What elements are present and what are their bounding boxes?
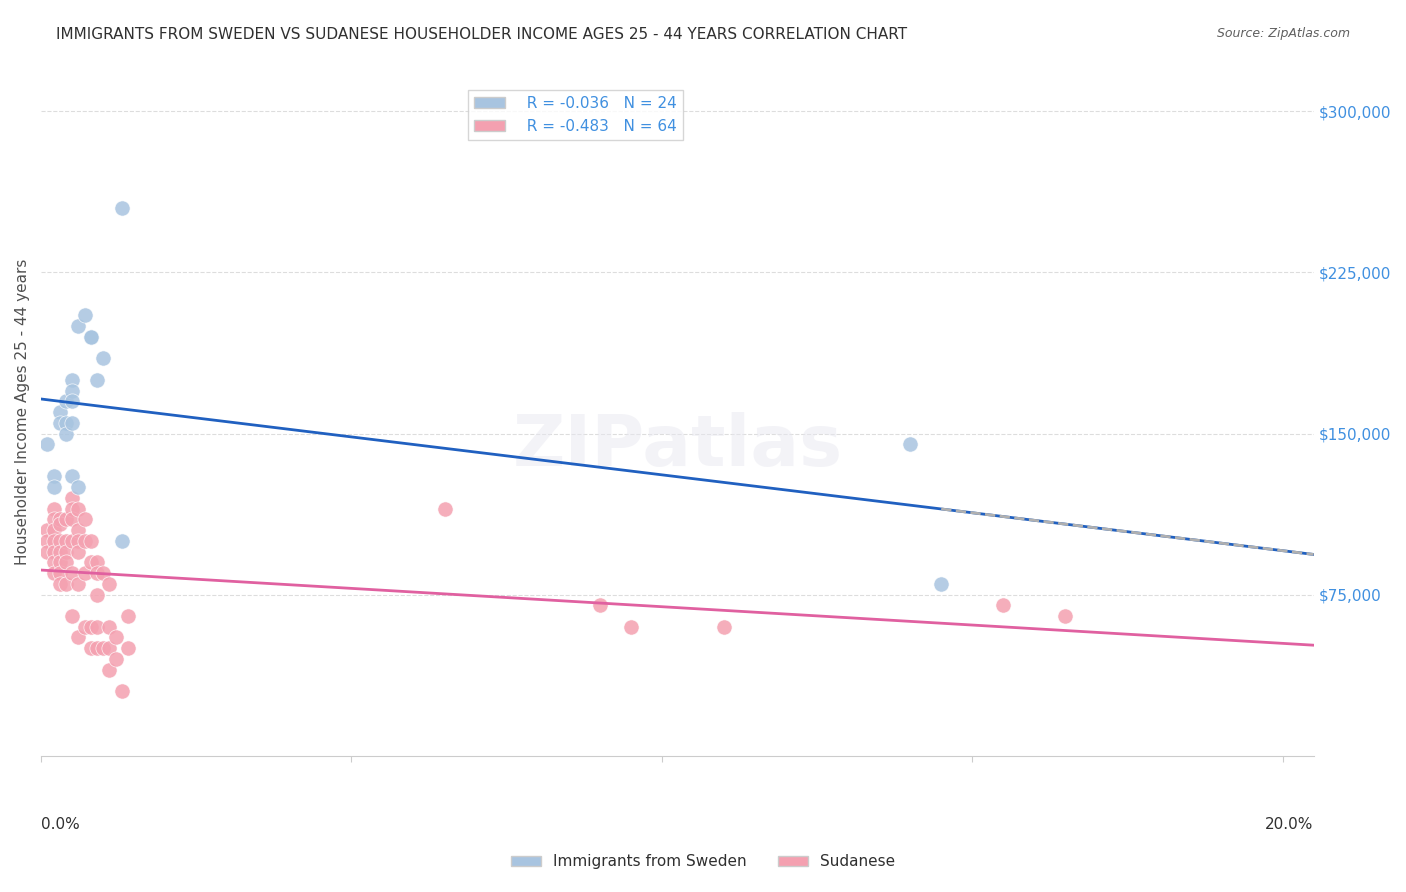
Point bbox=[98, 641, 121, 656]
Point bbox=[42, 512, 65, 526]
Point bbox=[86, 555, 108, 569]
Point bbox=[91, 351, 114, 366]
Point bbox=[73, 566, 96, 580]
Point bbox=[42, 544, 65, 558]
Point bbox=[55, 533, 77, 548]
Point bbox=[80, 533, 103, 548]
Point bbox=[60, 566, 83, 580]
Point bbox=[86, 588, 108, 602]
Point bbox=[42, 469, 65, 483]
Point bbox=[117, 609, 139, 624]
Point bbox=[42, 480, 65, 494]
Point bbox=[67, 577, 90, 591]
Point bbox=[67, 319, 90, 334]
Point bbox=[55, 577, 77, 591]
Point bbox=[48, 566, 70, 580]
Point bbox=[73, 512, 96, 526]
Point bbox=[60, 491, 83, 505]
Point bbox=[48, 533, 70, 548]
Point bbox=[37, 544, 59, 558]
Point bbox=[55, 544, 77, 558]
Text: 20.0%: 20.0% bbox=[1265, 817, 1313, 832]
Point bbox=[898, 437, 921, 451]
Point bbox=[104, 652, 127, 666]
Point bbox=[37, 437, 59, 451]
Point bbox=[73, 309, 96, 323]
Point bbox=[67, 501, 90, 516]
Point bbox=[60, 533, 83, 548]
Point bbox=[60, 512, 83, 526]
Point bbox=[48, 516, 70, 531]
Text: ZIPatlas: ZIPatlas bbox=[512, 412, 842, 481]
Legend: Immigrants from Sweden, Sudanese: Immigrants from Sweden, Sudanese bbox=[505, 848, 901, 875]
Legend:   R = -0.036   N = 24,   R = -0.483   N = 64: R = -0.036 N = 24, R = -0.483 N = 64 bbox=[468, 90, 683, 140]
Point bbox=[67, 544, 90, 558]
Point bbox=[55, 555, 77, 569]
Point bbox=[98, 577, 121, 591]
Point bbox=[929, 577, 952, 591]
Text: 0.0%: 0.0% bbox=[41, 817, 80, 832]
Point bbox=[60, 501, 83, 516]
Point bbox=[42, 555, 65, 569]
Point bbox=[86, 566, 108, 580]
Point bbox=[98, 663, 121, 677]
Point bbox=[60, 416, 83, 430]
Point bbox=[48, 416, 70, 430]
Point bbox=[42, 501, 65, 516]
Point bbox=[80, 330, 103, 344]
Point bbox=[86, 620, 108, 634]
Point bbox=[111, 201, 134, 215]
Point bbox=[111, 533, 134, 548]
Point bbox=[91, 641, 114, 656]
Point bbox=[60, 609, 83, 624]
Point bbox=[42, 533, 65, 548]
Text: IMMIGRANTS FROM SWEDEN VS SUDANESE HOUSEHOLDER INCOME AGES 25 - 44 YEARS CORRELA: IMMIGRANTS FROM SWEDEN VS SUDANESE HOUSE… bbox=[56, 27, 907, 42]
Point bbox=[48, 555, 70, 569]
Point bbox=[55, 426, 77, 441]
Text: Source: ZipAtlas.com: Source: ZipAtlas.com bbox=[1216, 27, 1350, 40]
Point bbox=[37, 533, 59, 548]
Point bbox=[67, 480, 90, 494]
Point bbox=[55, 416, 77, 430]
Point bbox=[37, 523, 59, 537]
Point bbox=[620, 620, 643, 634]
Point bbox=[91, 566, 114, 580]
Point bbox=[48, 544, 70, 558]
Point bbox=[73, 620, 96, 634]
Point bbox=[60, 373, 83, 387]
Point bbox=[80, 641, 103, 656]
Point bbox=[117, 641, 139, 656]
Point bbox=[80, 555, 103, 569]
Point bbox=[55, 394, 77, 409]
Point bbox=[48, 405, 70, 419]
Point bbox=[111, 684, 134, 698]
Point bbox=[433, 501, 456, 516]
Y-axis label: Householder Income Ages 25 - 44 years: Householder Income Ages 25 - 44 years bbox=[15, 259, 30, 566]
Point bbox=[993, 599, 1015, 613]
Point bbox=[713, 620, 735, 634]
Point bbox=[42, 566, 65, 580]
Point bbox=[80, 330, 103, 344]
Point bbox=[60, 394, 83, 409]
Point bbox=[67, 523, 90, 537]
Point bbox=[67, 533, 90, 548]
Point bbox=[42, 523, 65, 537]
Point bbox=[60, 384, 83, 398]
Point bbox=[86, 373, 108, 387]
Point bbox=[589, 599, 612, 613]
Point bbox=[86, 641, 108, 656]
Point bbox=[73, 533, 96, 548]
Point bbox=[55, 512, 77, 526]
Point bbox=[48, 512, 70, 526]
Point bbox=[48, 577, 70, 591]
Point bbox=[60, 469, 83, 483]
Point bbox=[67, 631, 90, 645]
Point bbox=[104, 631, 127, 645]
Point bbox=[80, 620, 103, 634]
Point bbox=[98, 620, 121, 634]
Point bbox=[1054, 609, 1077, 624]
